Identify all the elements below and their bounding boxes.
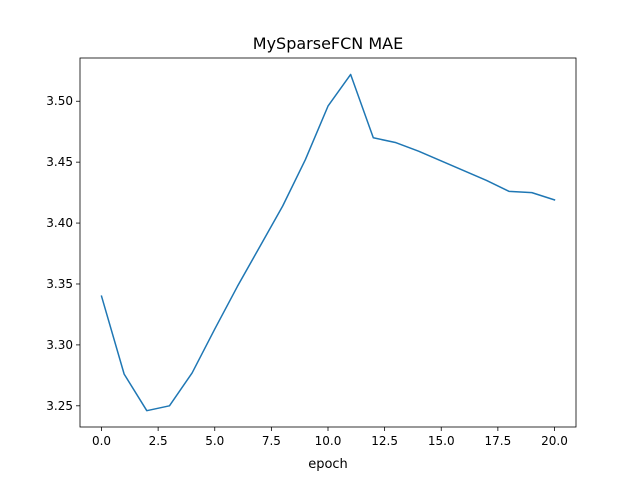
y-tick-label: 3.50 (46, 94, 73, 108)
y-tick-label: 3.35 (46, 277, 73, 291)
y-tick-label: 3.40 (46, 216, 73, 230)
x-tick-label: 17.5 (485, 434, 512, 448)
x-tick-label: 2.5 (149, 434, 168, 448)
series-line-0 (100, 73, 556, 412)
x-tick-label: 0.0 (92, 434, 111, 448)
plot-area: 0.0 2.5 5.0 7.5 10.0 12.5 15.0 17.5 20.0 3.25 3.30… (46, 57, 577, 448)
x-axis-label: epoch (308, 457, 348, 472)
y-tick-label: 3.30 (46, 338, 73, 352)
y-tick-label: 3.25 (46, 399, 73, 413)
x-tick-label: 7.5 (262, 434, 281, 448)
x-tick-label: 12.5 (371, 434, 398, 448)
x-tick-label: 5.0 (205, 434, 224, 448)
x-tick-label: 10.0 (315, 434, 342, 448)
y-tick-label: 3.45 (46, 155, 73, 169)
x-tick-label: 20.0 (541, 434, 568, 448)
x-tick-label: 15.0 (428, 434, 455, 448)
chart-title: MySparseFCN MAE (253, 34, 403, 53)
